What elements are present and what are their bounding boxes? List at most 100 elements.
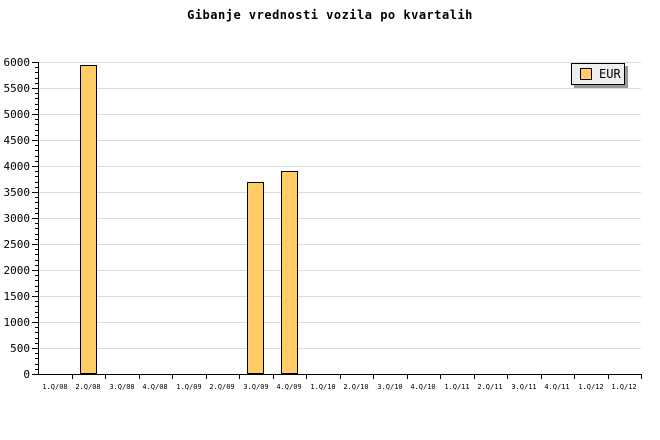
x-axis-label: 3.Q/09 — [243, 383, 269, 391]
y-axis-label: 5500 — [3, 82, 31, 95]
x-axis-label: 1.Q/09 — [176, 383, 202, 391]
x-axis-label: 2.Q/08 — [75, 383, 101, 391]
gridline — [38, 348, 641, 349]
y-minor-tick — [35, 145, 38, 146]
y-minor-tick — [35, 260, 38, 261]
y-minor-tick — [35, 228, 38, 229]
x-boundary-tick — [373, 375, 374, 379]
y-minor-tick — [35, 343, 38, 344]
x-axis-label: 4.Q/08 — [142, 383, 168, 391]
y-minor-tick — [35, 72, 38, 73]
gridline — [38, 270, 641, 271]
y-major-tick — [32, 322, 38, 323]
x-axis-label: 3.Q/11 — [511, 383, 537, 391]
y-major-tick — [32, 218, 38, 219]
x-boundary-tick — [440, 375, 441, 379]
y-minor-tick — [35, 358, 38, 359]
y-minor-tick — [35, 109, 38, 110]
gridline — [38, 192, 641, 193]
y-axis-label: 1500 — [3, 290, 31, 303]
x-axis-label: 3.Q/08 — [109, 383, 135, 391]
y-minor-tick — [35, 280, 38, 281]
x-axis-label: 4.Q/09 — [276, 383, 302, 391]
y-minor-tick — [35, 254, 38, 255]
y-minor-tick — [35, 83, 38, 84]
x-boundary-tick — [340, 375, 341, 379]
x-boundary-tick — [72, 375, 73, 379]
bar-2.Q/08 — [80, 65, 97, 374]
y-minor-tick — [35, 369, 38, 370]
x-boundary-tick — [306, 375, 307, 379]
y-minor-tick — [35, 312, 38, 313]
legend-series-label: EUR — [599, 67, 621, 81]
x-boundary-tick — [407, 375, 408, 379]
y-axis-label: 3500 — [3, 186, 31, 199]
y-minor-tick — [35, 239, 38, 240]
y-minor-tick — [35, 171, 38, 172]
y-minor-tick — [35, 213, 38, 214]
y-minor-tick — [35, 135, 38, 136]
gridline — [38, 244, 641, 245]
y-major-tick — [32, 114, 38, 115]
gridline — [38, 166, 641, 167]
x-axis-label: 1.Q/10 — [310, 383, 336, 391]
y-axis-label: 3000 — [3, 212, 31, 225]
y-axis-label: 500 — [10, 342, 30, 355]
y-major-tick — [32, 270, 38, 271]
y-major-tick — [32, 296, 38, 297]
y-axis-label: 4500 — [3, 134, 31, 147]
y-axis-line — [38, 62, 39, 375]
y-minor-tick — [35, 187, 38, 188]
y-axis-label: 2000 — [3, 264, 31, 277]
y-minor-tick — [35, 161, 38, 162]
gridline — [38, 114, 641, 115]
gridline — [38, 218, 641, 219]
y-major-tick — [32, 62, 38, 63]
x-axis-label: 4.Q/11 — [544, 383, 570, 391]
gridline — [38, 140, 641, 141]
y-minor-tick — [35, 67, 38, 68]
x-axis-label: 1.Q/08 — [42, 383, 68, 391]
y-major-tick — [32, 374, 38, 375]
legend-swatch-eur-icon — [580, 68, 592, 80]
y-minor-tick — [35, 306, 38, 307]
y-minor-tick — [35, 182, 38, 183]
y-axis-label: 4000 — [3, 160, 31, 173]
y-minor-tick — [35, 332, 38, 333]
y-minor-tick — [35, 208, 38, 209]
y-minor-tick — [35, 286, 38, 287]
x-boundary-tick — [541, 375, 542, 379]
x-boundary-tick — [206, 375, 207, 379]
y-axis-label: 6000 — [3, 56, 31, 69]
gridline — [38, 88, 641, 89]
y-minor-tick — [35, 197, 38, 198]
y-axis-label: 2500 — [3, 238, 31, 251]
y-major-tick — [32, 166, 38, 167]
y-major-tick — [32, 140, 38, 141]
y-minor-tick — [35, 124, 38, 125]
y-minor-tick — [35, 202, 38, 203]
y-minor-tick — [35, 249, 38, 250]
x-boundary-tick — [507, 375, 508, 379]
x-boundary-tick — [239, 375, 240, 379]
y-major-tick — [32, 192, 38, 193]
y-minor-tick — [35, 275, 38, 276]
gridline — [38, 296, 641, 297]
x-axis-label: 1.Q/12 — [611, 383, 637, 391]
y-minor-tick — [35, 291, 38, 292]
y-minor-tick — [35, 364, 38, 365]
y-minor-tick — [35, 176, 38, 177]
x-axis-label: 1.Q/12 — [578, 383, 604, 391]
y-minor-tick — [35, 301, 38, 302]
y-minor-tick — [35, 234, 38, 235]
y-axis-label: 1000 — [3, 316, 31, 329]
y-minor-tick — [35, 119, 38, 120]
x-boundary-tick — [139, 375, 140, 379]
x-boundary-tick — [474, 375, 475, 379]
x-boundary-tick — [273, 375, 274, 379]
x-boundary-tick — [641, 375, 642, 379]
gridline — [38, 322, 641, 323]
x-boundary-tick — [172, 375, 173, 379]
y-major-tick — [32, 88, 38, 89]
